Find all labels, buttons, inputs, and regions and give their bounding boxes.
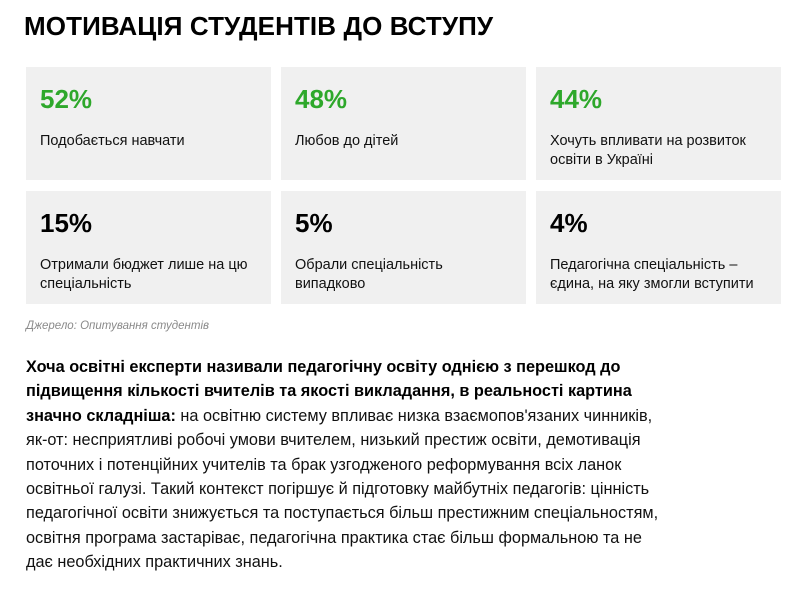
stats-grid: 52% Подобається навчати 48% Любов до діт…	[26, 67, 781, 304]
stat-label: Подобається навчати	[40, 133, 185, 149]
stat-label: Любов до дітей	[295, 133, 399, 149]
stat-label: Обрали спеціальність випадково	[295, 257, 443, 292]
stat-value: 4%	[550, 208, 588, 238]
source-note: Джерело: Опитування студентів	[26, 320, 210, 332]
stat-value: 48%	[295, 84, 348, 114]
stat-value: 44%	[550, 84, 603, 114]
stat-label: Хочуть впливати на розвиток освіти в Укр…	[550, 133, 746, 168]
stat-label: Педагогічна спеціальність – єдина, на як…	[550, 257, 754, 292]
page-title: МОТИВАЦІЯ СТУДЕНТІВ ДО ВСТУПУ	[24, 11, 494, 41]
article-lead: Хоча освітні експерти називали педагогіч…	[26, 358, 632, 425]
article-body: на освітню систему впливає низка взаємоп…	[26, 406, 659, 572]
stat-value: 15%	[40, 208, 93, 238]
stat-label: Отримали бюджет лише на цю спеціальність	[40, 257, 248, 292]
article-paragraph: Хоча освітні експерти називали педагогіч…	[26, 355, 666, 575]
stat-value: 5%	[295, 208, 333, 238]
stat-card-love-children: 48% Любов до дітей	[281, 67, 526, 180]
stat-card-like-teaching: 52% Подобається навчати	[26, 67, 271, 180]
stat-card-budget-only: 15% Отримали бюджет лише на цю спеціальн…	[26, 191, 271, 304]
stat-card-only-option: 4% Педагогічна спеціальність – єдина, на…	[536, 191, 781, 304]
stat-value: 52%	[40, 84, 93, 114]
stat-card-influence-education: 44% Хочуть впливати на розвиток освіти в…	[536, 67, 781, 180]
stat-card-random-choice: 5% Обрали спеціальність випадково	[281, 191, 526, 304]
